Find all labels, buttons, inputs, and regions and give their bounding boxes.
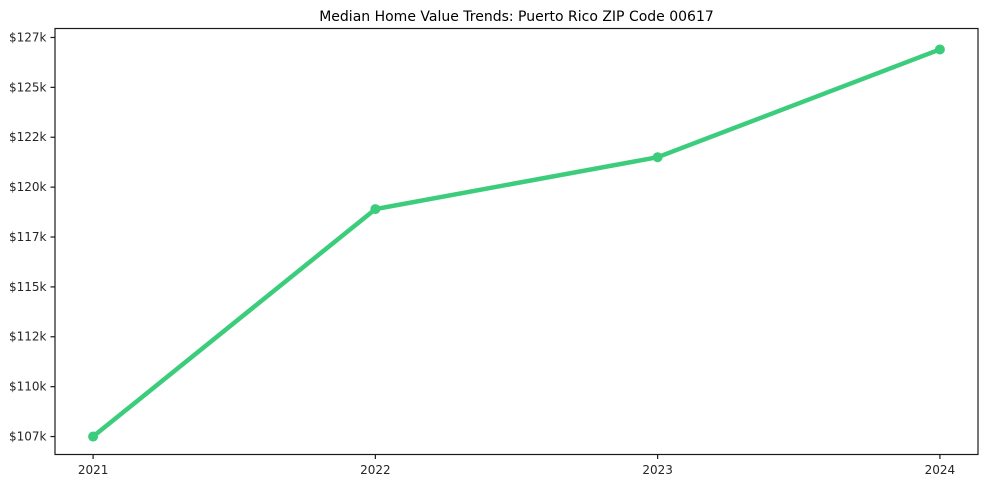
y-tick-label: $125k	[9, 80, 47, 94]
data-point-marker	[370, 204, 381, 215]
chart-title: Median Home Value Trends: Puerto Rico ZI…	[319, 9, 714, 25]
plot-area-spines	[54, 27, 979, 456]
x-tick-label: 2021	[78, 463, 109, 477]
y-tick-label: $115k	[9, 280, 47, 294]
y-tick-label: $110k	[9, 380, 47, 394]
y-tick-label: $120k	[9, 180, 47, 194]
trend-line	[90, 47, 943, 439]
y-axis-ticks: $107k $110k $112k $115k $117k $120k $122k $125k…	[9, 30, 55, 444]
y-tick-label: $117k	[9, 230, 47, 244]
data-point-marker	[652, 152, 663, 163]
y-tick-label: $107k	[9, 430, 47, 444]
plot-series	[88, 44, 945, 442]
y-tick-label: $127k	[9, 30, 47, 44]
x-tick-label: 2023	[642, 463, 673, 477]
x-tick-label: 2022	[360, 463, 391, 477]
x-tick-label: 2024	[925, 463, 956, 477]
y-tick-label: $122k	[9, 130, 47, 144]
data-point-marker	[88, 431, 99, 442]
data-point-marker	[934, 44, 945, 55]
x-axis-ticks: 2021 2022 2023 2024	[78, 454, 956, 477]
y-tick-label: $112k	[9, 330, 47, 344]
